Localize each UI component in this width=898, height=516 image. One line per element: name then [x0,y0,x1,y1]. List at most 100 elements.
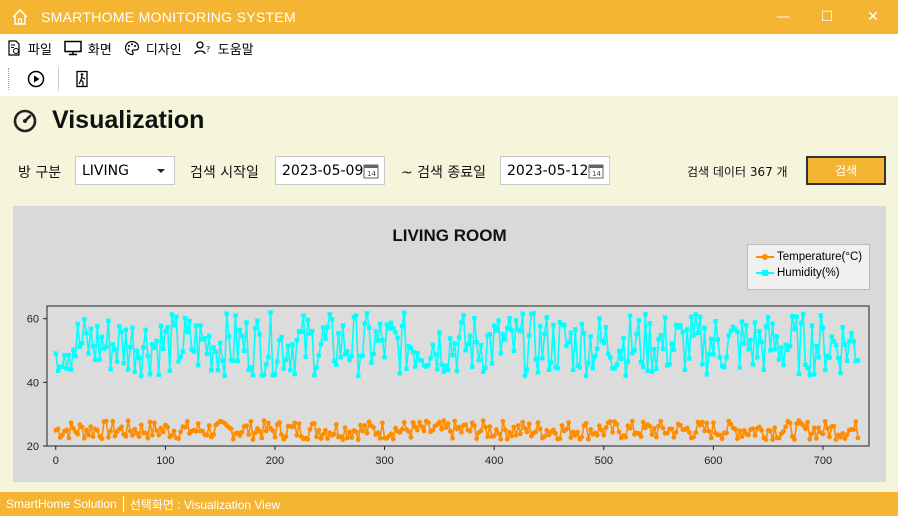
data-point [542,331,547,336]
data-point [406,429,412,434]
data-point [717,355,723,360]
data-point [559,423,565,428]
toolbar-grip[interactable] [8,68,10,90]
data-point [176,436,181,442]
data-point [255,318,260,323]
data-point [285,343,291,348]
data-point [132,426,138,432]
menu-file[interactable]: 파일 [6,39,52,58]
start-date-value: 2023-05-09 [282,162,364,179]
data-point [827,434,832,440]
minimize-button[interactable]: — [776,9,790,25]
menu-help[interactable]: ? 도움말 [194,39,254,58]
menu-view[interactable]: 화면 [64,39,112,58]
data-point [301,313,306,318]
exit-button[interactable] [71,67,95,91]
data-point [439,362,444,367]
data-point [515,423,521,428]
room-label: 방 구분 [18,165,62,181]
data-point [579,321,584,327]
data-point [84,331,89,336]
data-point [419,424,425,430]
maximize-button[interactable]: ☐ [820,9,834,25]
data-point [161,346,166,351]
x-tick-label: 500 [595,455,613,467]
data-point [836,356,841,361]
data-point [171,323,177,328]
start-button[interactable] [24,67,48,91]
data-point [704,372,709,377]
data-point [737,428,743,434]
menu-help-label: 도움말 [217,42,254,58]
data-point [520,419,526,425]
play-circle-icon [27,70,45,88]
data-point [448,336,453,341]
end-date-value: 2023-05-12 [507,162,589,179]
search-button[interactable]: 검색 [806,156,886,185]
data-point [853,419,859,424]
data-point [461,313,466,318]
data-point [481,369,486,374]
legend-item-temperature: Temperature(°C) [756,249,869,265]
y-tick-label: 40 [27,377,39,389]
data-point [487,424,493,430]
data-point [307,427,313,432]
data-point [746,432,751,438]
data-point [345,349,350,354]
data-point [553,430,558,436]
data-point [485,434,490,440]
data-point [485,333,490,338]
line-chart: 0 100 200 300 400 500 600 700 20 40 60 [27,305,870,467]
data-point [492,323,497,328]
window-title: SMARTHOME MONITORING SYSTEM [41,9,296,25]
data-point [706,428,712,434]
data-point [704,420,710,426]
data-point [673,322,679,328]
data-point [127,428,133,434]
data-point [143,327,148,333]
data-point [182,316,188,321]
data-point [141,345,146,350]
chevron-down-icon [157,169,165,173]
data-point [81,435,87,441]
data-point [825,425,830,431]
data-point [294,432,300,438]
menu-design[interactable]: 디자인 [124,39,182,58]
home-icon [12,8,28,25]
data-point [318,341,324,347]
data-point [855,358,861,363]
data-point [303,354,308,359]
room-select[interactable]: LIVING [75,156,175,185]
status-left: SmartHome Solution [6,497,117,511]
data-point [638,434,644,439]
data-point [452,418,458,424]
data-point [641,364,646,369]
data-point [787,343,793,349]
data-point [123,327,129,332]
data-point [671,434,677,440]
data-point [136,355,142,361]
data-point [185,329,190,335]
data-point [272,434,278,440]
data-point [149,432,155,438]
gauge-icon [13,109,37,132]
start-date-picker[interactable]: 2023-05-09 14 [275,156,385,185]
data-point [158,323,164,329]
data-point [75,431,81,437]
end-date-picker[interactable]: 2023-05-12 14 [500,156,610,185]
data-point [283,434,289,440]
data-point [540,356,545,361]
data-point [237,327,243,333]
data-point [779,345,784,350]
data-point [544,428,550,433]
data-point [275,359,280,364]
data-point [73,353,78,359]
close-button[interactable]: ✕ [867,9,879,25]
data-point [691,434,696,440]
data-point [509,327,514,333]
data-point [691,333,696,338]
data-point [169,433,175,438]
data-point [689,314,694,319]
data-point [752,433,758,438]
data-point [829,334,834,339]
